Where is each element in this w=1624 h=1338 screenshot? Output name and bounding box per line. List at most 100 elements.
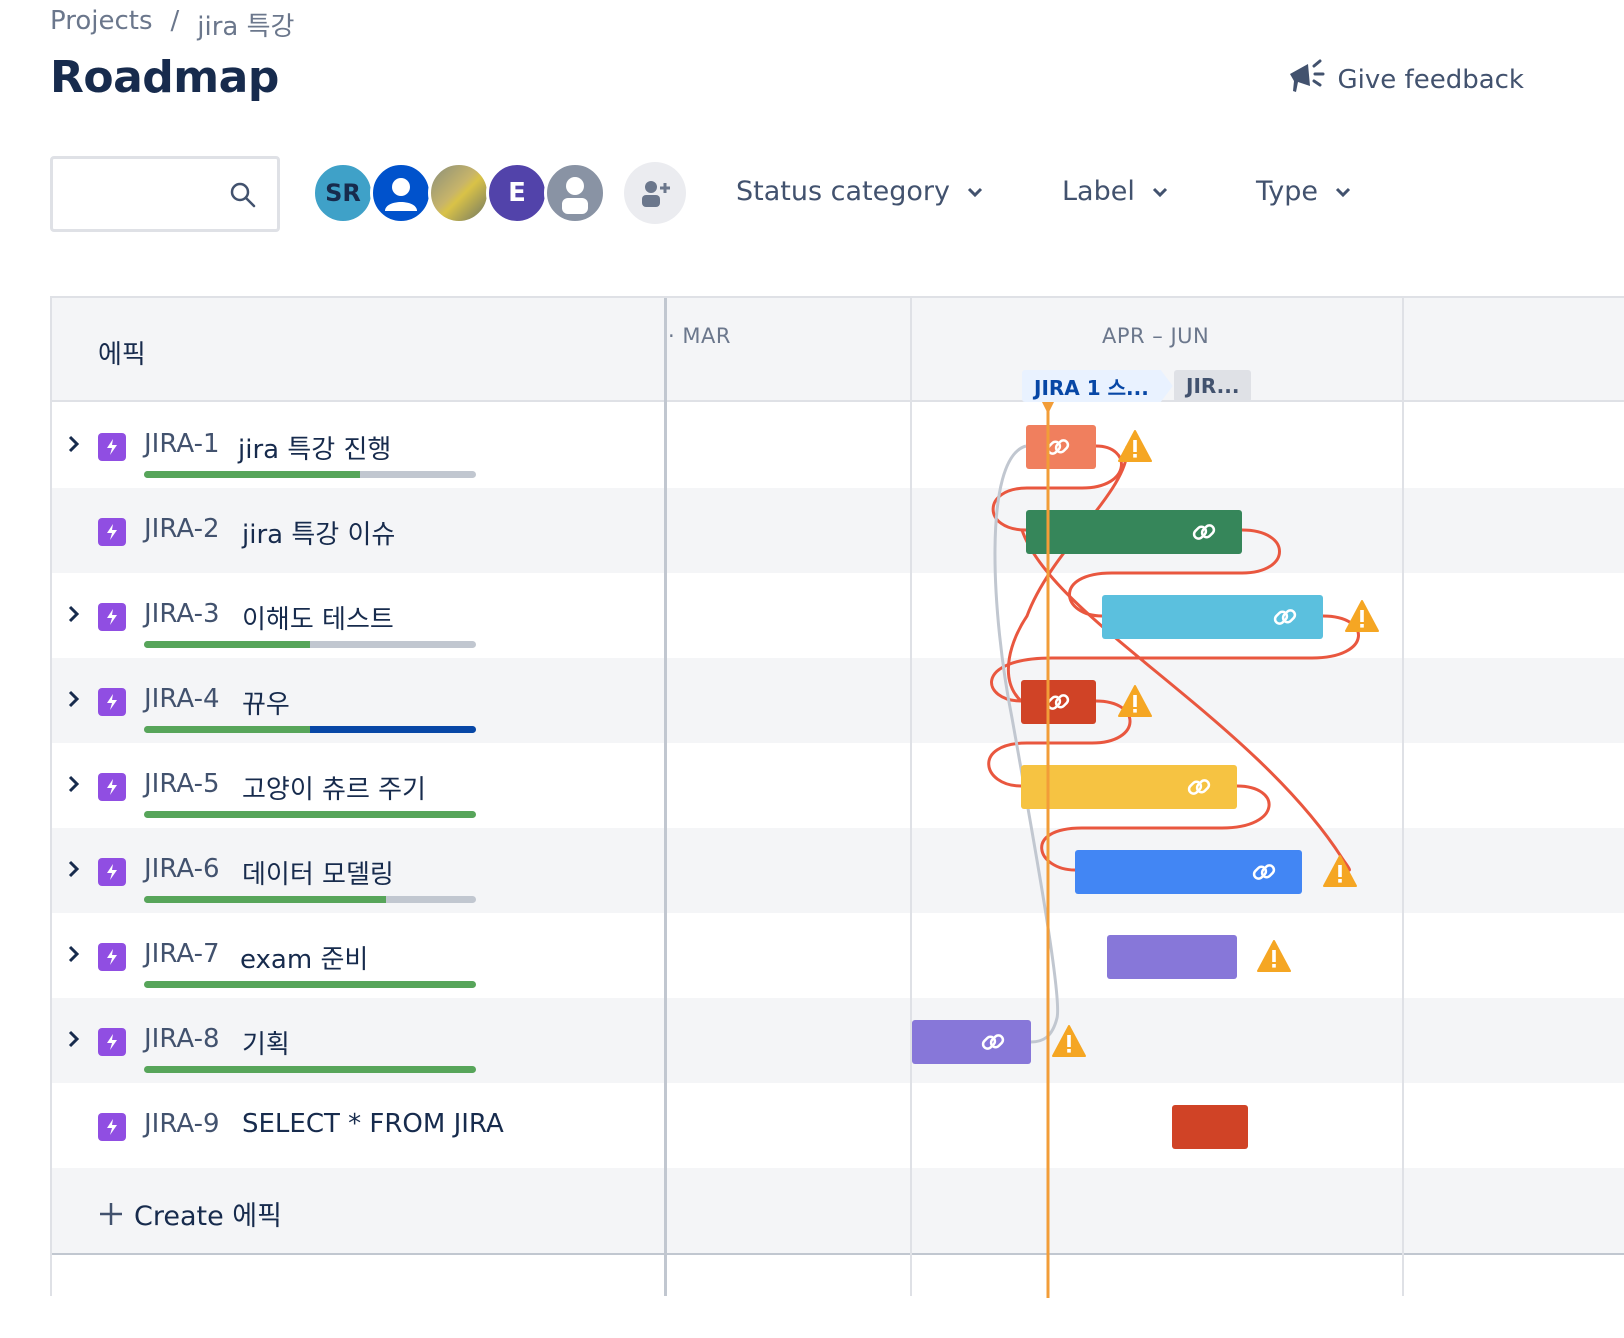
grid-header: 에픽 · MAR APR – JUN JIRA 1 스... JIR...: [52, 298, 1624, 402]
epic-key[interactable]: JIRA-1: [144, 429, 220, 459]
chevron-right-icon[interactable]: [66, 688, 82, 714]
epic-icon: [98, 433, 126, 461]
warning-icon[interactable]: [1323, 855, 1357, 887]
epic-summary[interactable]: exam 준비: [240, 945, 369, 975]
epic-icon: [98, 518, 126, 546]
add-people-button[interactable]: [624, 162, 686, 224]
release-marker-1[interactable]: JIRA 1 스...: [1022, 370, 1173, 402]
epic-summary[interactable]: 고양이 츄르 주기: [242, 775, 426, 805]
epic-key[interactable]: JIRA-7: [144, 939, 220, 969]
chevron-right-icon[interactable]: [66, 943, 82, 969]
assignee-avatars: SR E: [312, 162, 606, 224]
epic-timeline-bar[interactable]: [1102, 595, 1323, 639]
epic-row[interactable]: JIRA-4 뀨우: [52, 658, 1624, 743]
epic-key[interactable]: JIRA-8: [144, 1024, 220, 1054]
epic-timeline-bar[interactable]: [1075, 850, 1302, 894]
epic-summary[interactable]: 데이터 모델링: [242, 860, 394, 890]
epic-progress-bar: [144, 726, 476, 733]
epic-row[interactable]: JIRA-3 이해도 테스트: [52, 573, 1624, 658]
epic-key[interactable]: JIRA-4: [144, 684, 220, 714]
epic-timeline-bar[interactable]: [1107, 935, 1237, 979]
epic-row[interactable]: JIRA-8 기획: [52, 998, 1624, 1083]
give-feedback-label: Give feedback: [1337, 64, 1524, 95]
epic-summary[interactable]: 이해도 테스트: [242, 605, 394, 635]
epic-timeline-bar[interactable]: [912, 1020, 1031, 1064]
epic-key[interactable]: JIRA-5: [144, 769, 220, 799]
avatar-unassigned[interactable]: [544, 162, 606, 224]
dependency-line[interactable]: [1020, 529, 1351, 872]
timeline-canvas: [912, 402, 1379, 1298]
epic-row[interactable]: JIRA-5 고양이 츄르 주기: [52, 743, 1624, 828]
epic-progress-bar: [144, 981, 476, 988]
epic-key[interactable]: JIRA-2: [144, 514, 220, 544]
epic-row[interactable]: JIRA-1 jira 특강 진행: [52, 403, 1624, 488]
warning-icon[interactable]: [1118, 685, 1152, 717]
breadcrumb-projects-link[interactable]: Projects: [50, 6, 153, 36]
dependency-line[interactable]: [1068, 528, 1281, 618]
breadcrumb-project-link[interactable]: jira 특강: [197, 12, 295, 42]
warning-icon[interactable]: [1052, 1025, 1086, 1057]
epic-row[interactable]: JIRA-7 exam 준비: [52, 913, 1624, 998]
person-icon: [385, 178, 417, 211]
epic-key[interactable]: JIRA-6: [144, 854, 220, 884]
epic-icon: [98, 603, 126, 631]
chevron-right-icon[interactable]: [66, 433, 82, 459]
avatar-photo[interactable]: [428, 162, 490, 224]
epic-icon: [98, 1028, 126, 1056]
link-icon[interactable]: [1273, 609, 1297, 626]
epic-summary[interactable]: jira 특강 진행: [238, 435, 392, 465]
progress-done: [144, 981, 476, 988]
megaphone-icon: [1286, 58, 1326, 101]
epic-summary[interactable]: 기획: [242, 1030, 290, 1060]
warning-icon[interactable]: [1118, 430, 1152, 462]
epic-summary[interactable]: jira 특강 이슈: [242, 520, 396, 550]
grid-bottom-divider: [52, 1253, 1624, 1255]
link-icon[interactable]: [981, 1034, 1005, 1051]
progress-done: [144, 896, 387, 903]
epic-timeline-bar[interactable]: [1172, 1105, 1248, 1149]
warning-icon[interactable]: [1257, 940, 1291, 972]
epic-column-divider[interactable]: [664, 298, 667, 1296]
avatar-sr[interactable]: SR: [312, 162, 374, 224]
create-epic-button[interactable]: Create 에픽: [98, 1194, 282, 1233]
chevron-right-icon[interactable]: [66, 773, 82, 799]
type-filter[interactable]: Type: [1256, 176, 1352, 207]
breadcrumb: Projects / jira 특강: [50, 6, 294, 43]
search-input[interactable]: [53, 159, 213, 229]
avatar-e[interactable]: E: [486, 162, 548, 224]
epic-icon: [98, 858, 126, 886]
dependency-line[interactable]: [1006, 445, 1129, 703]
give-feedback-button[interactable]: Give feedback: [1286, 58, 1524, 101]
add-person-icon: [642, 181, 670, 207]
epic-summary[interactable]: SELECT * FROM JIRA: [242, 1109, 504, 1139]
epic-row[interactable]: JIRA-9 SELECT * FROM JIRA: [52, 1083, 1624, 1168]
epic-row[interactable]: JIRA-6 데이터 모델링: [52, 828, 1624, 913]
release-marker-2[interactable]: JIR...: [1174, 370, 1252, 402]
chevron-right-icon[interactable]: [66, 603, 82, 629]
epic-timeline-bar[interactable]: [1021, 765, 1237, 809]
epic-summary[interactable]: 뀨우: [242, 690, 290, 720]
dependency-line-ok[interactable]: [993, 444, 1060, 1044]
link-icon[interactable]: [1252, 864, 1276, 881]
epic-key[interactable]: JIRA-9: [144, 1109, 220, 1139]
epic-key[interactable]: JIRA-3: [144, 599, 220, 629]
epic-row[interactable]: JIRA-2 jira 특강 이슈: [52, 488, 1624, 573]
progress-done: [144, 641, 310, 648]
link-icon[interactable]: [1187, 779, 1211, 796]
search-icon[interactable]: [229, 181, 257, 213]
epic-progress-bar: [144, 471, 476, 478]
status-category-filter[interactable]: Status category: [736, 176, 984, 207]
chevron-right-icon[interactable]: [66, 1028, 82, 1054]
quarter-divider-jul: [1402, 298, 1404, 1296]
progress-done: [144, 726, 310, 733]
label-filter[interactable]: Label: [1062, 176, 1169, 207]
epic-progress-bar: [144, 896, 476, 903]
epic-timeline-bar[interactable]: [1021, 680, 1096, 724]
link-icon[interactable]: [1192, 524, 1216, 541]
epic-timeline-bar[interactable]: [1026, 510, 1242, 554]
warning-icon[interactable]: [1345, 600, 1379, 632]
chevron-down-icon: [1152, 187, 1167, 197]
avatar-default-blue[interactable]: [370, 162, 432, 224]
chevron-right-icon[interactable]: [66, 858, 82, 884]
breadcrumb-separator: /: [170, 6, 180, 36]
